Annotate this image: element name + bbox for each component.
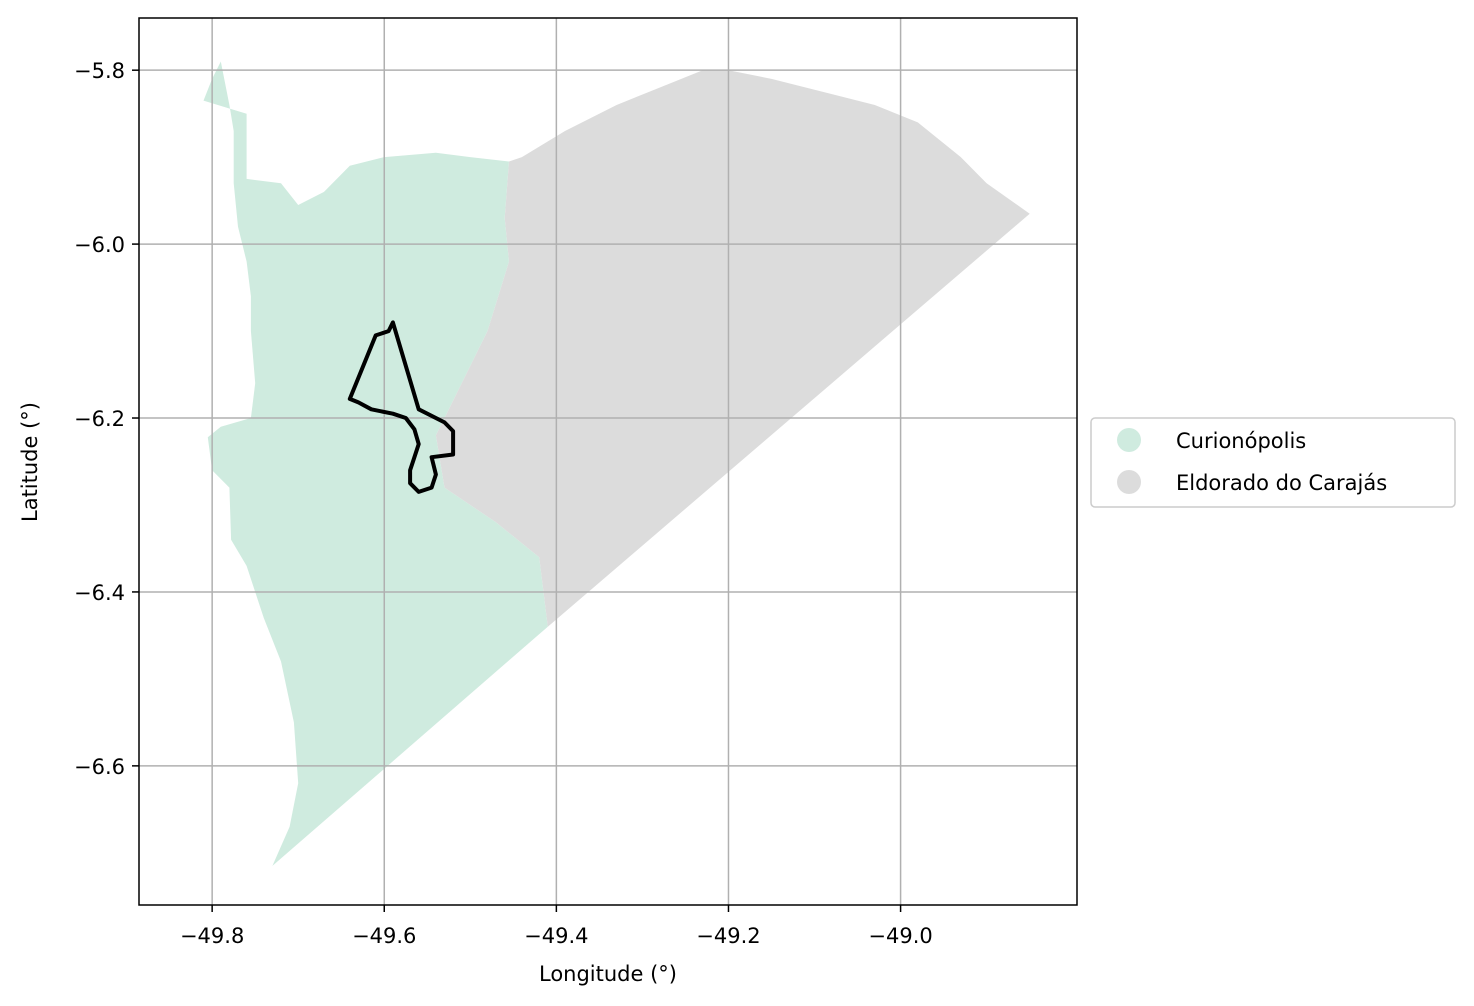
boundary-outline [347,320,456,494]
y-ticks: −5.8 −6.0 −6.2 −6.4 −6.6 [74,59,139,779]
x-ticks: −49.8 −49.6 −49.4 −49.2 −49.0 [180,905,933,948]
x-tick-label: −49.4 [524,924,588,948]
x-tick-label: −49.8 [180,924,244,948]
legend-frame [1090,417,1456,508]
map-regions [177,61,1030,866]
gridlines [139,18,1077,905]
y-tick-label: −6.2 [74,407,125,431]
y-tick-label: −5.8 [74,59,125,83]
x-axis-label: Longitude (°) [539,962,677,986]
region-curionopolis [177,61,548,866]
y-tick-label: −6.4 [74,581,125,605]
y-tick-label: −6.0 [74,233,125,257]
plot-frame [138,17,1078,906]
legend-label-eldorado-do-carajas: Eldorado do Carajás [1176,471,1387,495]
legend-label-curionopolis: Curionópolis [1176,429,1306,453]
y-tick-label: −6.6 [74,755,125,779]
y-axis-label: Latitude (°) [18,402,42,522]
x-tick-label: −49.0 [868,924,932,948]
x-tick-label: −49.6 [352,924,416,948]
area-outline [347,320,456,494]
x-tick-label: −49.2 [696,924,760,948]
legend: Curionópolis Eldorado do Carajás [1090,417,1456,508]
legend-swatch-curionopolis [1117,428,1141,452]
legend-swatch-eldorado-do-carajas [1117,470,1141,494]
region-eldorado-do-carajas [435,70,1030,627]
